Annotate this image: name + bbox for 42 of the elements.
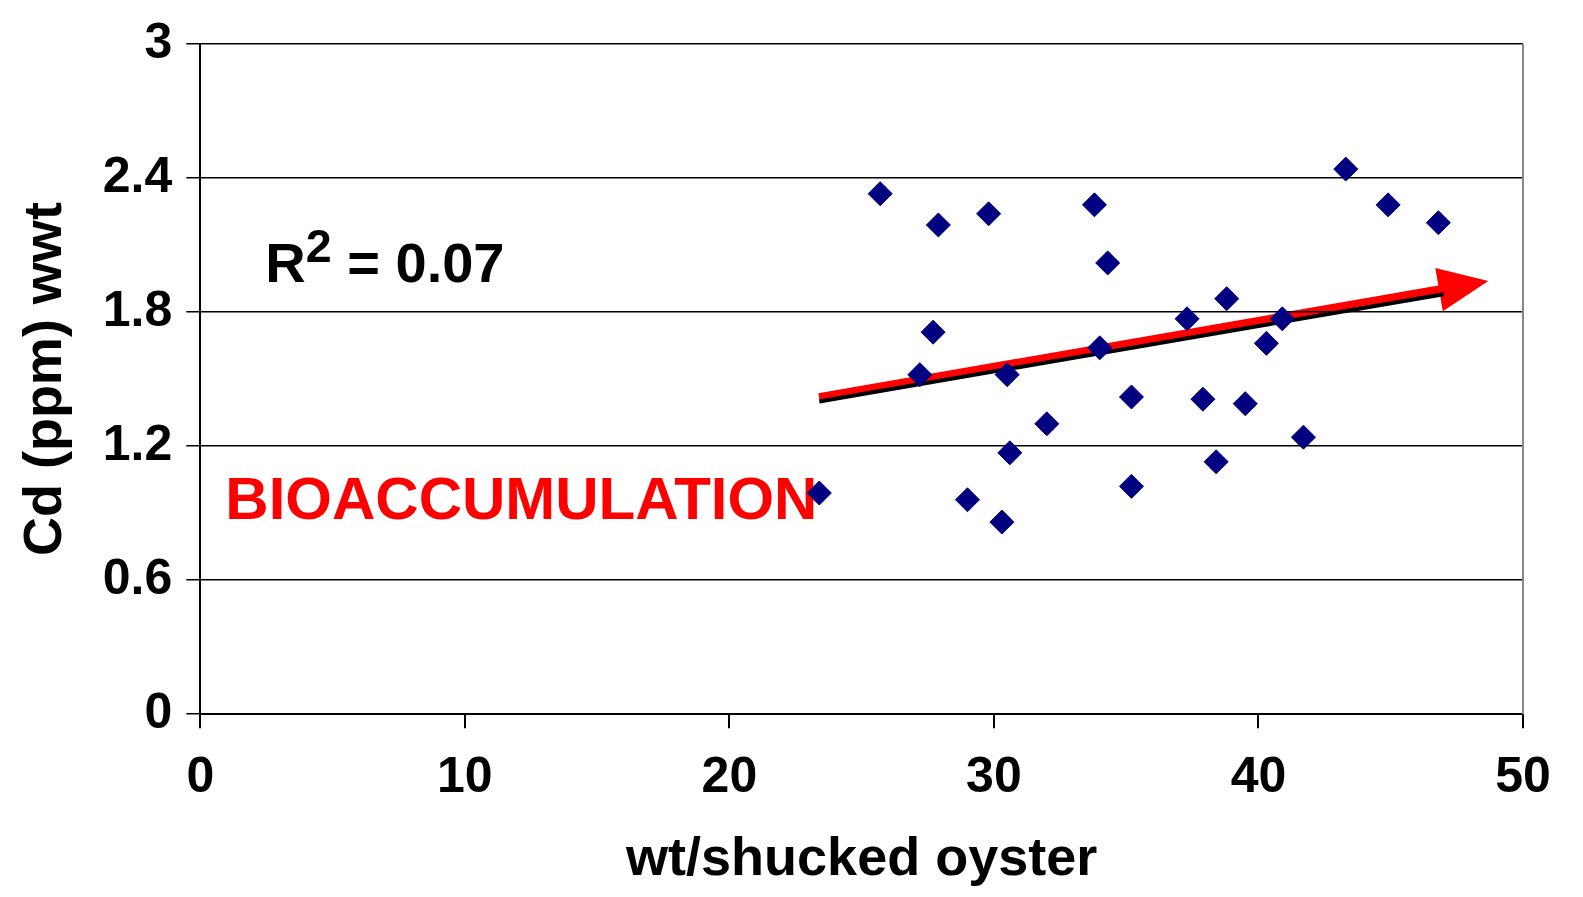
point bbox=[1034, 411, 1060, 437]
point bbox=[994, 362, 1020, 388]
point bbox=[1333, 156, 1359, 182]
x-tick-label: 50 bbox=[1495, 746, 1551, 803]
point bbox=[1214, 286, 1240, 312]
x-axis-title: wt/shucked oyster bbox=[625, 826, 1098, 887]
point bbox=[1290, 424, 1316, 450]
x-tick-label: 0 bbox=[186, 746, 215, 803]
point bbox=[1253, 330, 1279, 356]
point bbox=[976, 201, 1002, 227]
point bbox=[1269, 306, 1295, 332]
point bbox=[907, 362, 933, 388]
point bbox=[925, 212, 951, 238]
y-tick-label: 1.8 bbox=[102, 280, 173, 337]
point bbox=[954, 487, 980, 513]
x-tick-label: 40 bbox=[1230, 746, 1287, 803]
point bbox=[867, 181, 893, 207]
x-tick-label: 10 bbox=[437, 746, 493, 803]
point bbox=[1095, 250, 1121, 276]
y-tick-label: 3 bbox=[144, 12, 173, 69]
point bbox=[1118, 384, 1144, 410]
annotation: R$^{2}$ = 0.07 bbox=[265, 219, 505, 295]
y-tick-label: 2.4 bbox=[102, 146, 173, 203]
point bbox=[1190, 386, 1216, 412]
point bbox=[989, 509, 1015, 535]
y-tick-label: 0 bbox=[144, 682, 173, 739]
y-axis-title: Cd (ppm) wwt bbox=[12, 202, 73, 557]
point bbox=[920, 319, 946, 345]
annotation: BIOACCUMULATION bbox=[225, 464, 818, 533]
x-tick-label: 20 bbox=[701, 746, 758, 803]
point bbox=[1425, 210, 1451, 236]
point bbox=[1232, 391, 1258, 417]
point bbox=[1375, 192, 1401, 218]
point bbox=[1087, 335, 1113, 361]
x-tick-label: 30 bbox=[966, 746, 1022, 803]
point bbox=[1118, 473, 1144, 499]
point bbox=[997, 440, 1023, 466]
point bbox=[1174, 306, 1200, 332]
point bbox=[1203, 449, 1229, 475]
point bbox=[1081, 192, 1107, 218]
y-tick-label: 0.6 bbox=[102, 548, 173, 605]
y-tick-label: 1.2 bbox=[102, 414, 173, 471]
